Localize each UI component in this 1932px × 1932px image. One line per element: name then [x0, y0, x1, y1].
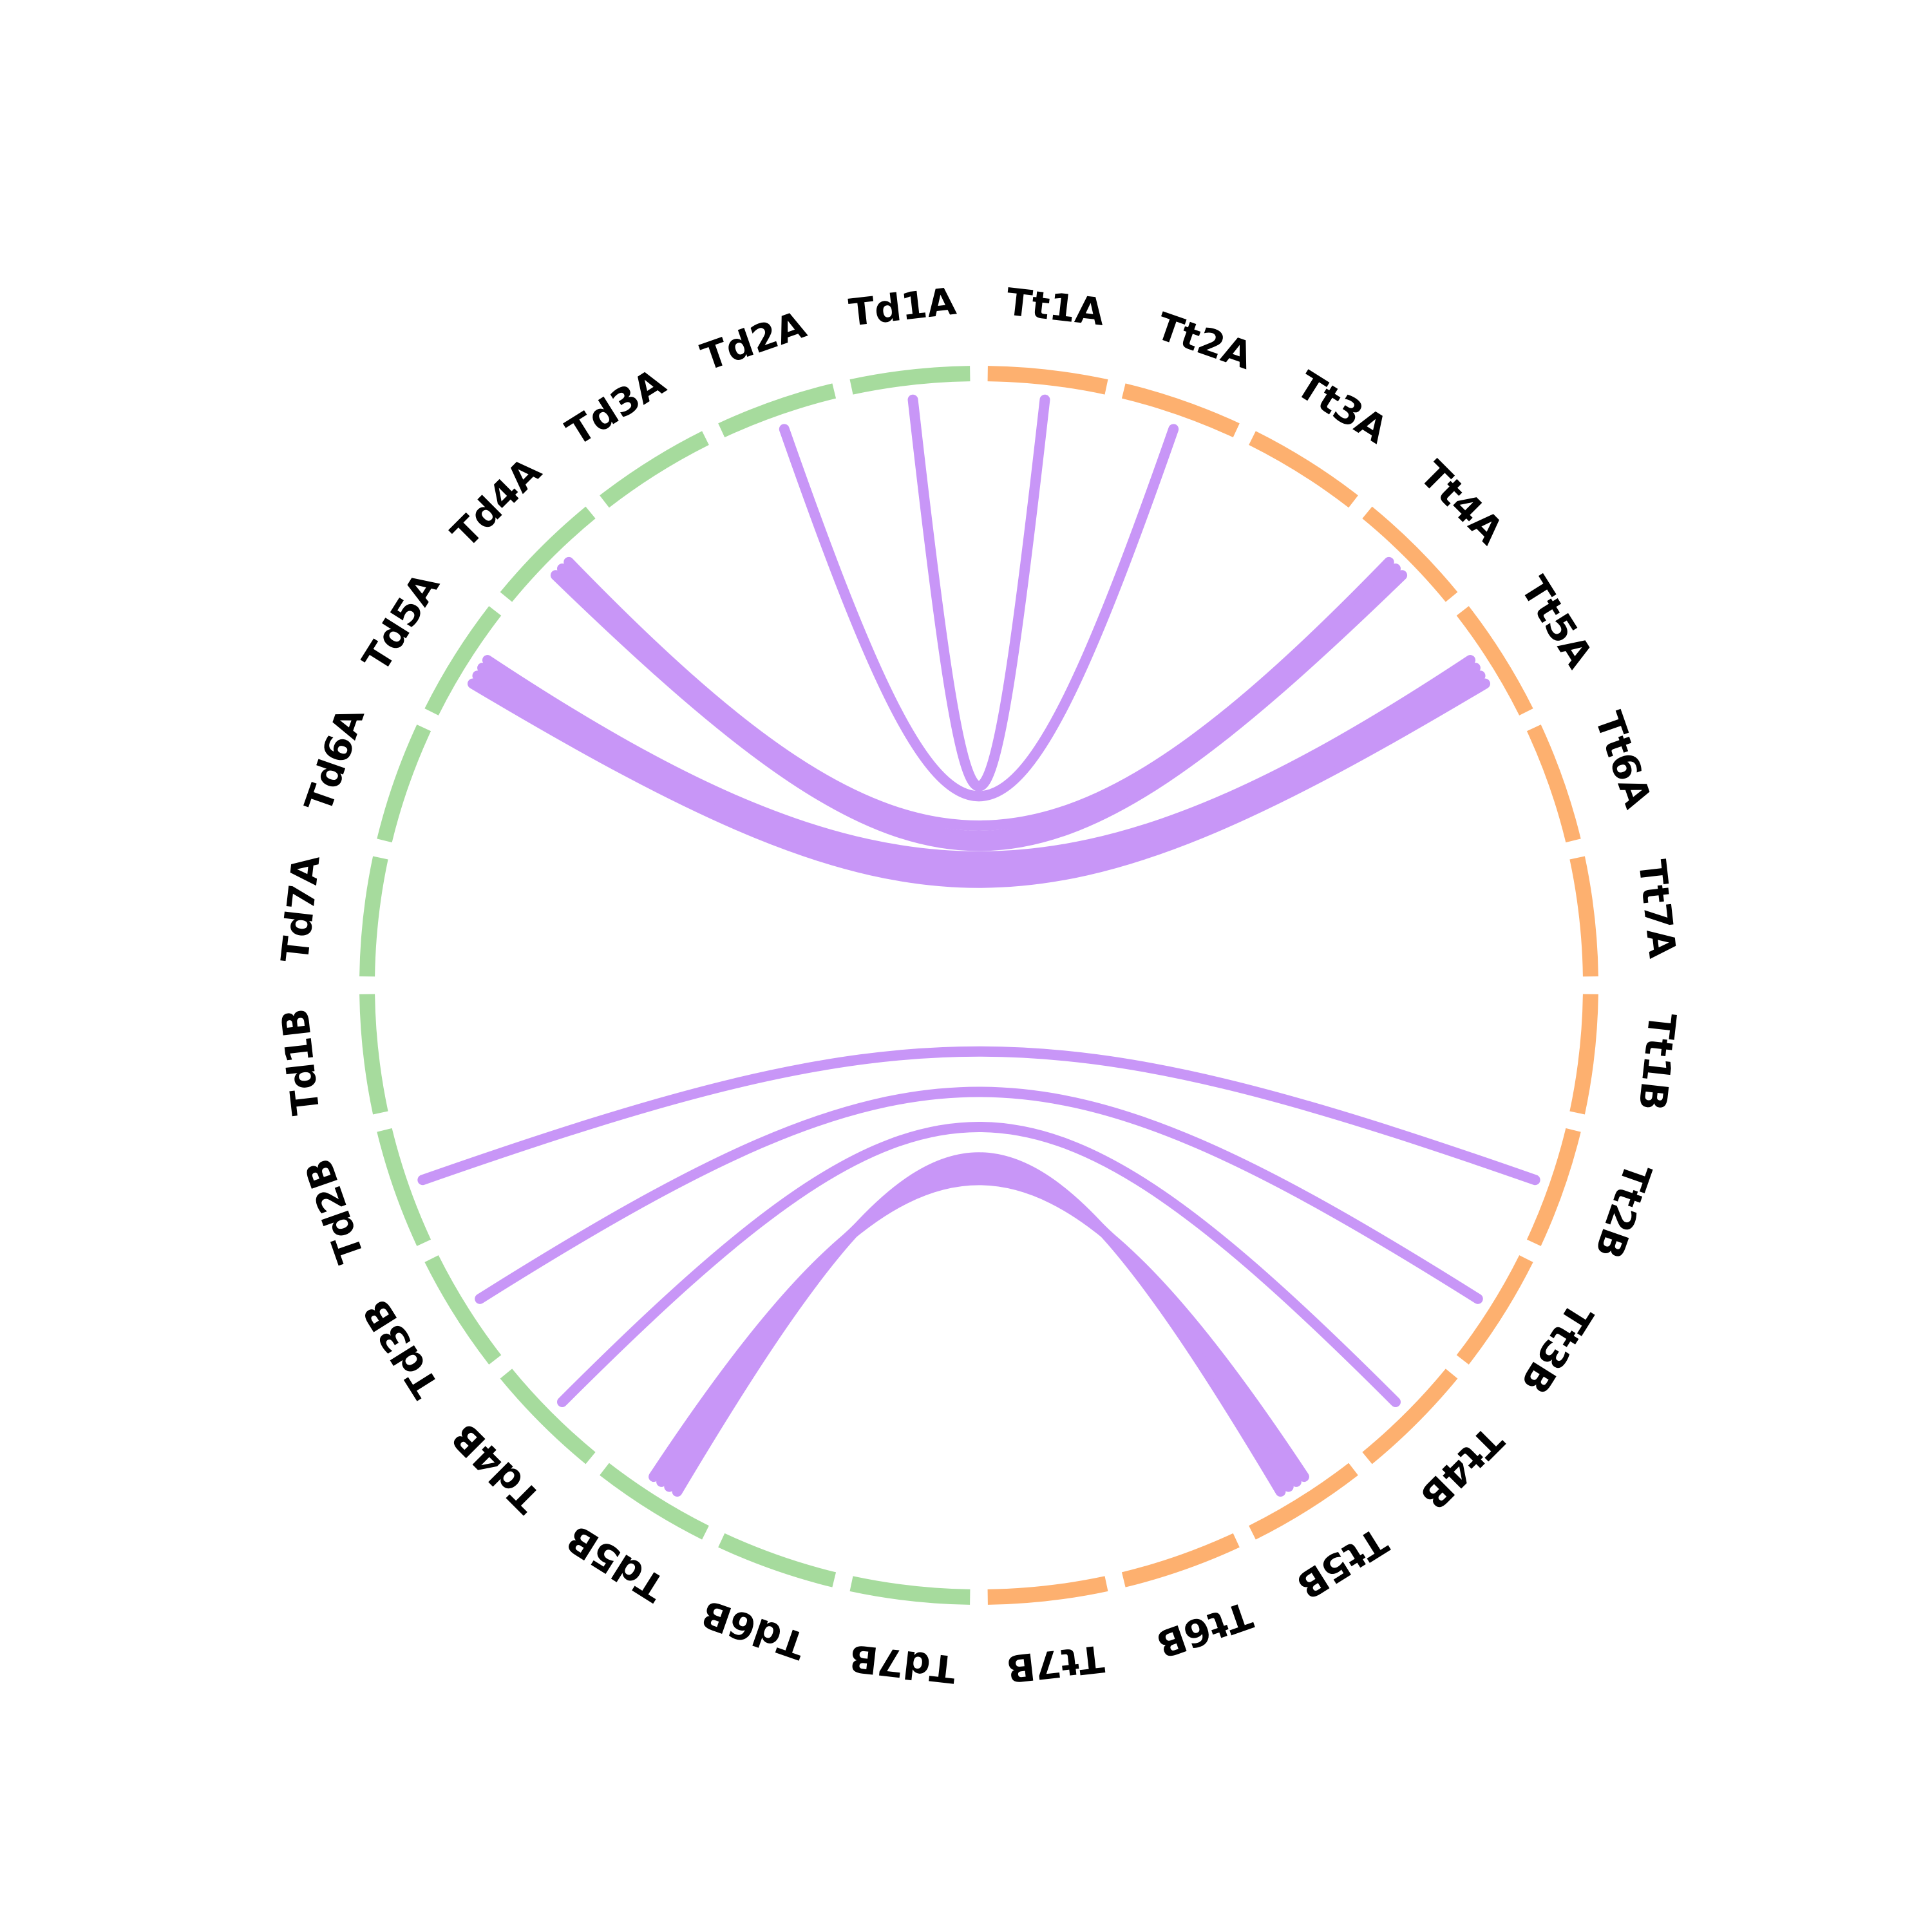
chromosome-segment-td4a [500, 506, 596, 602]
chromosome-label-td6b: Td6B [696, 1591, 811, 1668]
chromosome-label-tt4b: Tt4B [1412, 1418, 1511, 1518]
link-td5a-tt5a-1 [467, 678, 1491, 888]
chromosome-segment-tt2b [1526, 1128, 1581, 1246]
chromosome-segment-td2a [718, 383, 837, 438]
chromosome-label-tt1b: Tt1B [1630, 1010, 1685, 1113]
chromosome-label-td1b: Td1B [273, 1007, 328, 1117]
chromosome-segment-tt7b [987, 1576, 1108, 1605]
link-td5b-tt5b-4 [649, 1175, 1309, 1482]
link-td4a-tt4a-2 [556, 563, 1401, 841]
chromosome-label-td5b: Td5B [559, 1517, 672, 1611]
chromosome-segment-td7b [849, 1576, 971, 1605]
link-td5a-tt5a-3 [477, 663, 1481, 871]
chromosome-label-tt2a: Tt2A [1151, 304, 1258, 378]
chromosome-segment-td2b [377, 1128, 431, 1246]
chromosome-label-tt2b: Tt2B [1586, 1157, 1660, 1264]
chromosome-label-td5a: Td5A [354, 565, 448, 679]
chromosome-label-tt1a: Tt1A [1004, 279, 1106, 334]
link-td5a-tt5a-4 [482, 655, 1476, 862]
chromosome-segment-tt3b [1456, 1255, 1533, 1365]
chromosome-segment-tt6a [1526, 724, 1581, 843]
chromosome-segment-td1a [849, 366, 971, 395]
chromosome-segment-tt5a [1456, 606, 1533, 715]
chromosome-label-td6a: Td6A [296, 702, 373, 818]
chromosome-segment-td4b [500, 1368, 596, 1464]
link-td5a-tt5a-2 [472, 670, 1486, 880]
chromosome-label-td3a: Td3A [559, 360, 673, 454]
chromosome-segment-tt5b [1249, 1463, 1358, 1540]
chromosome-segment-tt1b [1569, 994, 1598, 1115]
link-td2b-tt2b-1 [417, 1046, 1540, 1186]
chromosome-ring [359, 366, 1598, 1605]
chromosome-segment-td1b [359, 994, 388, 1115]
chromosome-label-td2a: Td2A [696, 303, 811, 379]
link-td2a-tt2a-1 [779, 424, 1179, 802]
chromosome-segment-td5b [600, 1463, 709, 1540]
chromosome-segment-td3a [600, 431, 709, 508]
chromosome-segment-tt7a [1569, 856, 1598, 977]
chromosome-label-td7a: Td7A [273, 853, 328, 965]
chromosome-segment-tt6b [1121, 1533, 1240, 1587]
chromosome-segment-td3b [424, 1255, 502, 1365]
link-td4a-tt4a-3 [564, 556, 1394, 831]
links-layer [417, 394, 1540, 1497]
chromosome-label-td1a: Td1A [847, 279, 958, 335]
chromosome-label-tt5a: Tt5A [1512, 569, 1602, 675]
chromosome-segment-td6a [377, 724, 431, 843]
chromosome-segment-td5a [424, 606, 502, 715]
chromosome-segment-td7a [359, 856, 388, 977]
chromosome-label-tt5b: Tt5B [1289, 1519, 1396, 1607]
chromosome-segment-tt3a [1249, 431, 1358, 508]
chromosome-label-td7b: Td7B [847, 1636, 958, 1691]
chromosome-label-td4b: Td4B [443, 1415, 549, 1521]
chromosome-segment-tt1a [987, 366, 1108, 395]
chromosome-segment-tt4a [1362, 506, 1458, 602]
chromosome-label-td4a: Td4A [443, 450, 550, 556]
chromosome-label-tt3b: Tt3B [1512, 1296, 1601, 1402]
chromosome-label-tt6a: Tt6A [1586, 706, 1660, 814]
chromosome-label-td2b: Td2B [296, 1153, 373, 1269]
chromosome-label-tt7b: Tt7B [1004, 1636, 1106, 1691]
chromosome-label-tt4a: Tt4A [1412, 452, 1512, 553]
chromosome-label-td3b: Td3B [354, 1292, 448, 1405]
link-td4a-tt4a-1 [550, 570, 1408, 851]
chromosome-label-tt6b: Tt6B [1151, 1593, 1258, 1666]
link-td1a-tt1a-1 [907, 394, 1050, 791]
link-td4b-tt4b-1 [556, 1122, 1401, 1407]
chromosome-segment-tt2a [1121, 383, 1240, 438]
chromosome-label-tt3a: Tt3A [1289, 363, 1395, 452]
chromosome-segment-td6b [718, 1533, 837, 1587]
chromosome-label-tt7a: Tt7A [1630, 858, 1685, 960]
link-td3b-tt3b-1 [475, 1086, 1483, 1304]
chromosome-segment-tt4b [1362, 1368, 1458, 1464]
